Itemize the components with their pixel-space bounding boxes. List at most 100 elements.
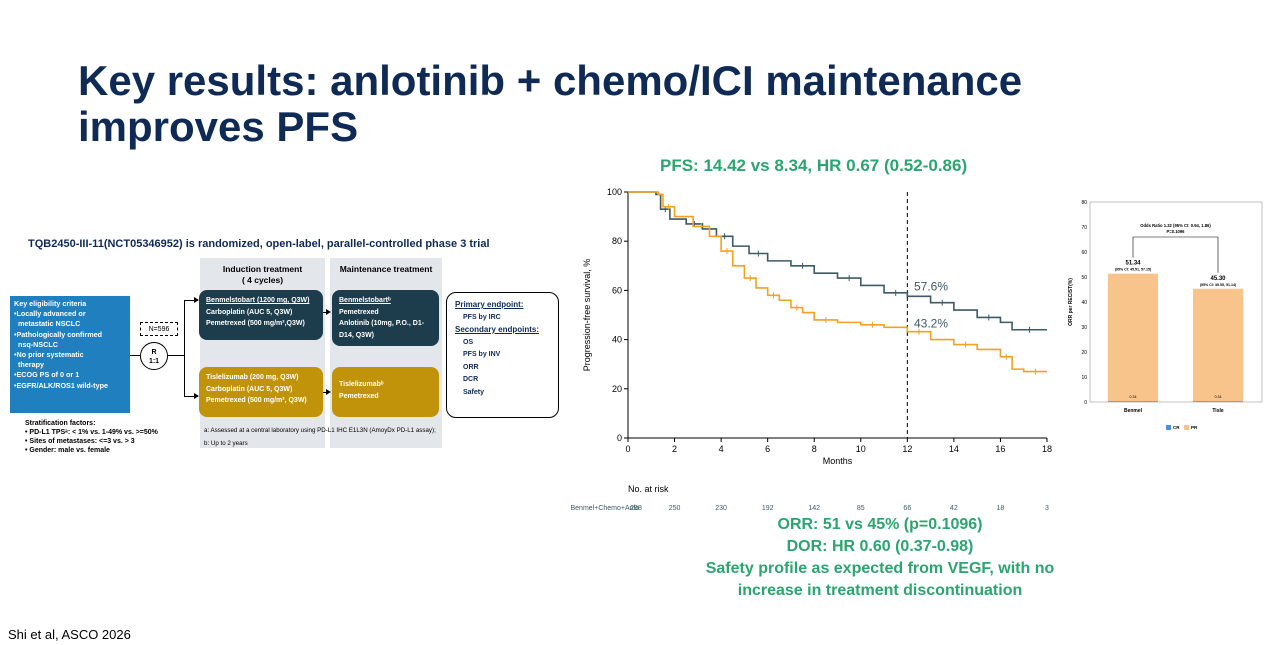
drug-line: Pemetrexed (500 mg/m², Q3W) xyxy=(206,397,307,404)
connector xyxy=(184,300,185,396)
risk-row-label: Benmel+Chemo+Anlo xyxy=(571,505,640,510)
bar-ci-label: (95% CI: 39.55, 51.14) xyxy=(1200,283,1237,287)
y-tick-label: 60 xyxy=(1081,250,1087,256)
y-tick-label: 80 xyxy=(1081,200,1087,206)
connector xyxy=(168,355,184,356)
x-tick-label: Tisle xyxy=(1212,408,1224,414)
bar-ci-label: (95% CI: 45.51, 57.15) xyxy=(1115,268,1152,272)
eligibility-line: therapy xyxy=(18,360,44,370)
slide-title: Key results: anlotinib + chemo/ICI maint… xyxy=(78,57,1023,150)
eligibility-line: •ECOG PS of 0 or 1 xyxy=(14,370,80,380)
arm-b-maintenance: Tislelizumabᵇ Pemetrexed xyxy=(332,367,439,417)
strat-line: • PD-L1 TPSᵃ: < 1% vs. 1-49% vs. >=50% xyxy=(25,429,158,436)
trial-title: TQB2450-III-11(NCT05346952) is randomize… xyxy=(28,238,490,250)
eligibility-line: •Locally advanced or xyxy=(14,309,86,319)
endpoint-item: OS xyxy=(463,338,474,346)
risk-value: 142 xyxy=(808,505,820,510)
y-tick-label: 0 xyxy=(1084,400,1087,406)
connector xyxy=(323,392,326,393)
eligibility-line: •Pathologically confirmed xyxy=(14,329,102,339)
citation: Shi et al, ASCO 2026 xyxy=(8,627,131,642)
x-tick-label: 16 xyxy=(995,444,1005,454)
bar-pr xyxy=(1108,273,1158,402)
induction-header: Induction treatment ( 4 cycles) xyxy=(200,264,325,286)
connector xyxy=(323,312,326,313)
drug-line: Pemetrexed xyxy=(339,308,379,316)
endpoint-item: DCR xyxy=(463,376,479,383)
drug-line: Anlotinib (10mg, P.O., D1- xyxy=(339,320,425,327)
km-line-benmel xyxy=(628,191,1047,331)
comparison-p-value: P=0.1096 xyxy=(1166,229,1185,234)
endpoint-item: ORR xyxy=(463,363,479,371)
drug-line: Carboplatin (AUC 5, Q3W) xyxy=(206,308,293,316)
x-tick-label: Benmel xyxy=(1124,408,1143,414)
footnote: b: Up to 2 years xyxy=(204,440,248,447)
maintenance-header: Maintenance treatment xyxy=(339,264,433,274)
x-tick-label: 10 xyxy=(856,444,866,454)
eligibility-box: Key eligibility criteria •Locally advanc… xyxy=(10,296,130,413)
eligibility-line: metastatic NSCLC xyxy=(18,319,81,329)
y-axis-label: Progression-free survival, % xyxy=(582,259,592,372)
drug-line: Tislelizumabᵇ xyxy=(339,381,384,388)
x-tick-label: 12 xyxy=(902,444,912,454)
endpoint-item: Safety xyxy=(463,388,485,396)
y-tick-label: 40 xyxy=(1081,300,1087,306)
primary-endpoint-heading: Primary endpoint: xyxy=(455,300,524,309)
bar-pr xyxy=(1193,288,1243,402)
dor-result: DOR: HR 0.60 (0.37-0.98) xyxy=(786,538,974,555)
n-box: N=596 xyxy=(140,322,178,336)
legend-label: PR xyxy=(1191,425,1198,430)
endpoints-box: Primary endpoint: PFS by IRC Secondary e… xyxy=(446,292,559,418)
x-axis-label: Months xyxy=(823,456,853,466)
risk-value: 42 xyxy=(950,505,958,510)
results-summary: ORR: 51 vs 45% (p=0.1096) DOR: HR 0.60 (… xyxy=(660,514,1100,602)
landmark-label: 57.6% xyxy=(914,279,948,293)
bar-cr-label: 0.34 xyxy=(1215,395,1222,399)
comparison-bracket xyxy=(1132,236,1219,273)
pfs-headline: PFS: 14.42 vs 8.34, HR 0.67 (0.52-0.86) xyxy=(660,156,968,175)
drug-line: Benmelstobartᵇ xyxy=(339,297,391,304)
drug-line: Carboplatin (AUC 5, Q3W) xyxy=(206,385,293,393)
drug-line: Tislelizumab (200 mg, Q3W) xyxy=(206,374,299,381)
eligibility-line: •No prior systematic xyxy=(14,350,84,360)
comparison-label: Odds Ratio 1.32 (95% CI: 0.94, 1.86) xyxy=(1140,223,1211,228)
randomization-ratio: 1:1 xyxy=(148,358,160,365)
arm-a-induction: Benmelstobart (1200 mg, Q3W) Carboplatin… xyxy=(199,290,323,340)
endpoint-item: PFS by IRC xyxy=(463,313,501,321)
x-tick-label: 2 xyxy=(672,444,677,454)
induction-band xyxy=(200,258,325,448)
km-line-tisle xyxy=(628,191,1047,373)
x-tick-label: 14 xyxy=(949,444,959,454)
risk-value: 250 xyxy=(669,505,681,510)
risk-table-title: No. at risk xyxy=(628,484,669,494)
risk-value: 298 xyxy=(630,505,642,510)
bar-total-label: 51.34 xyxy=(1125,261,1141,267)
drug-line: D14, Q3W) xyxy=(339,331,375,339)
arm-b-induction: Tislelizumab (200 mg, Q3W) Carboplatin (… xyxy=(199,367,323,417)
risk-value: 18 xyxy=(997,505,1005,510)
induction-title: Induction treatment xyxy=(222,264,303,274)
legend-label: CR xyxy=(1173,425,1180,430)
y-tick-label: 0 xyxy=(617,433,622,443)
risk-value: 230 xyxy=(715,505,727,510)
risk-value: 192 xyxy=(762,505,774,510)
risk-value: 66 xyxy=(903,505,911,510)
eligibility-line: •EGFR/ALK/ROS1 wild-type xyxy=(14,380,108,390)
arrow-icon xyxy=(194,297,199,303)
orr-result: ORR: 51 vs 45% (p=0.1096) xyxy=(777,516,983,533)
footnotes: a: Assessed at a central laboratory usin… xyxy=(204,424,436,450)
induction-cycles: ( 4 cycles) xyxy=(241,275,284,285)
legend-swatch xyxy=(1166,425,1171,430)
bar-cr xyxy=(1193,401,1243,402)
y-tick-label: 10 xyxy=(1081,375,1087,381)
drug-line: Pemetrexed xyxy=(339,392,379,400)
y-tick-label: 70 xyxy=(1081,225,1087,231)
y-tick-label: 20 xyxy=(612,384,622,394)
bar-total-label: 45.30 xyxy=(1210,276,1226,282)
km-chart: 0 20 40 60 80 100 0 2 4 6 8 10 12 14 16 18 Months Progres… xyxy=(571,187,1053,510)
y-axis-label: ORR per RECIST(%) xyxy=(1068,278,1074,326)
connector xyxy=(184,300,194,301)
x-tick-label: 6 xyxy=(765,444,770,454)
eligibility-line: Key eligibility criteria xyxy=(14,299,87,308)
